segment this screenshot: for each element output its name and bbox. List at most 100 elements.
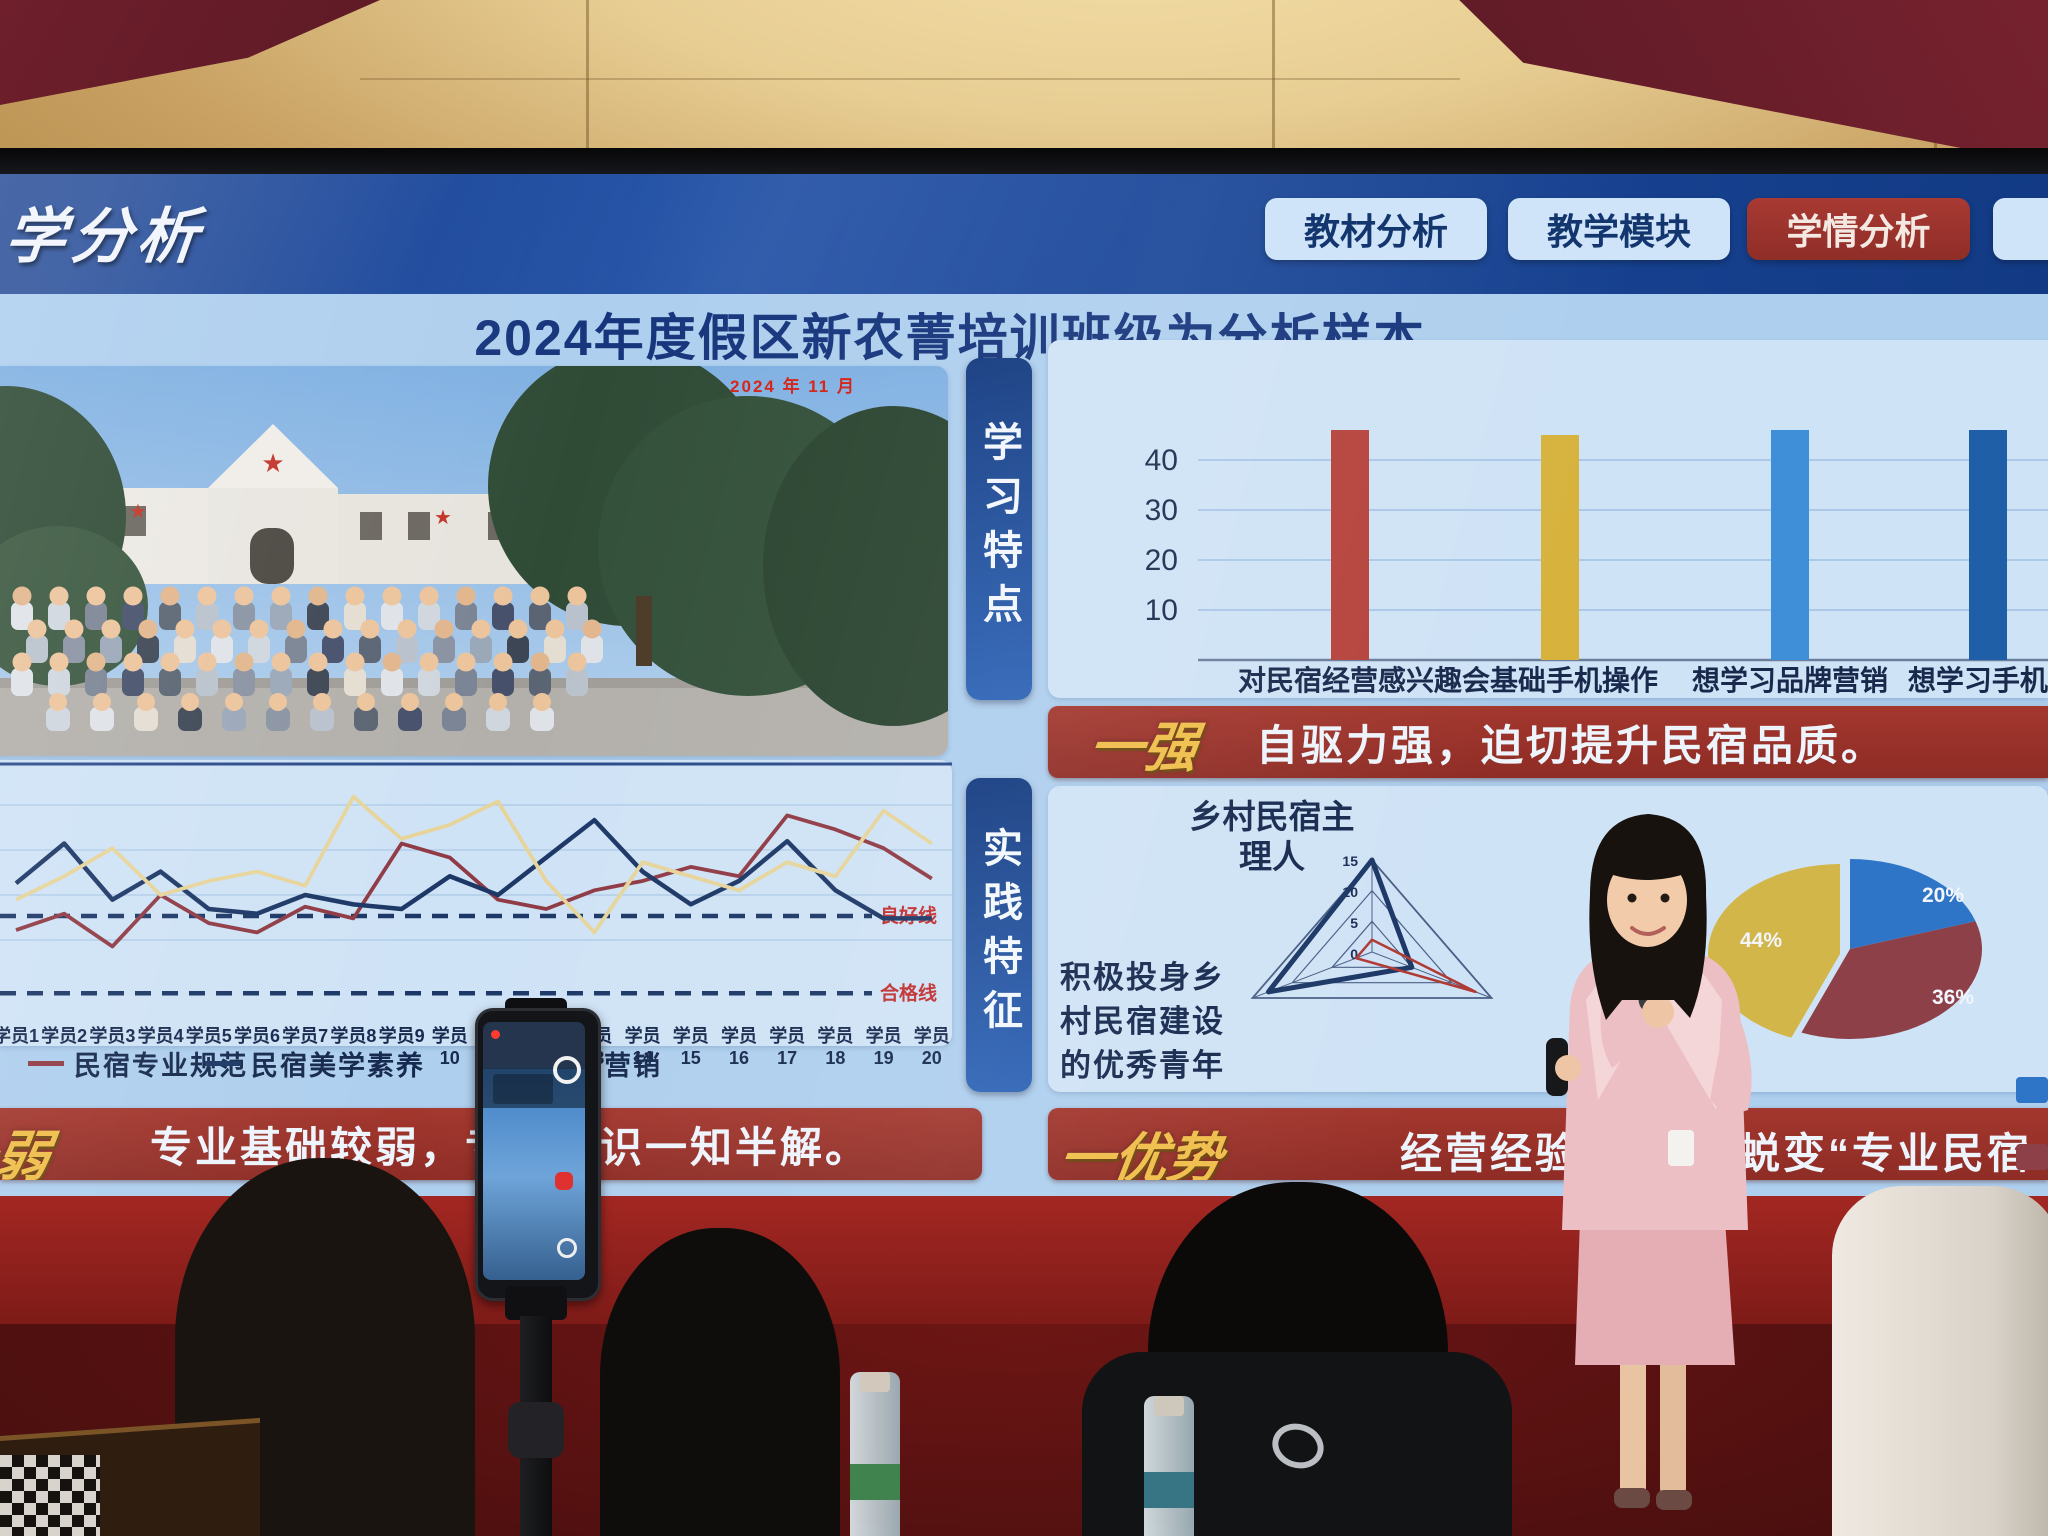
pie-legend-swatch — [2016, 1144, 2048, 1170]
x-label: 学员19 — [865, 1026, 902, 1068]
x-label: 学员9 — [378, 1026, 425, 1046]
presenter-leg — [1620, 1345, 1646, 1500]
phone-clamp-lower — [505, 1286, 567, 1320]
wall-seam — [1272, 0, 1275, 152]
svg-text:20: 20 — [1145, 544, 1178, 577]
x-label: 学员20 — [913, 1026, 950, 1068]
section-tab-learning: 学习特点 — [966, 358, 1032, 700]
section-tab-practice: 实践特征 — [966, 778, 1032, 1092]
practice-side-text-3: 的优秀青年 — [1060, 1048, 1225, 1083]
group-photo: ★ ★ ★ 2024 年 11 月 — [0, 366, 948, 756]
record-button — [555, 1172, 573, 1190]
svg-text:想学习品牌营销: 想学习品牌营销 — [1692, 664, 1888, 696]
tripod-joint — [508, 1402, 564, 1458]
svg-text:40: 40 — [1145, 444, 1178, 477]
svg-text:5: 5 — [1350, 915, 1358, 931]
svg-text:会基础手机操作: 会基础手机操作 — [1462, 665, 1658, 696]
presenter — [1546, 814, 1752, 1510]
header-tab-3: 学情分析 — [1747, 198, 1970, 260]
x-label: 学员15 — [672, 1026, 709, 1068]
weak-banner-tag: 一弱 — [0, 1127, 54, 1180]
presenter-skirt — [1575, 1220, 1735, 1365]
svg-text:30: 30 — [1145, 494, 1178, 527]
legend-label: 民宿专业规范 — [74, 1050, 248, 1081]
water-bottle — [850, 1372, 900, 1536]
strong-banner-tag: 一强 — [1085, 717, 1202, 778]
x-label: 学员7 — [282, 1026, 329, 1046]
line-chart-legend: 民宿专业规范 民宿美学素养 营销 — [0, 1046, 952, 1082]
strong-banner-text: 自驱力强，迫切提升民宿品质。 — [1256, 721, 1887, 769]
x-label: 学员18 — [817, 1026, 854, 1068]
legend-swatch — [28, 1060, 64, 1066]
audience-head — [600, 1228, 840, 1536]
record-indicator-icon — [491, 1030, 500, 1039]
slide-nav-tabs: 教材分析 教学模块 学情分析 — [0, 198, 2048, 262]
presenter-badge — [1668, 1130, 1694, 1166]
x-label: 学员3 — [89, 1026, 136, 1046]
red-star-icon: ★ — [434, 507, 452, 529]
advantage-banner: 一优势 经营经验 蜕变“专业民宿 — [1048, 1108, 2048, 1180]
group-photo-illustration: ★ ★ ★ — [0, 366, 948, 756]
x-label: 学员16 — [721, 1026, 757, 1068]
houndstooth-garment — [0, 1455, 100, 1536]
svg-text:15: 15 — [1342, 853, 1358, 869]
red-star-icon: ★ — [129, 501, 147, 523]
practice-side-text-2: 村民宿建设 — [1060, 1004, 1225, 1039]
svg-text:良好线: 良好线 — [880, 904, 937, 927]
photo-people — [11, 586, 603, 731]
wall-seam-horizontal — [360, 78, 1460, 80]
water-bottle — [1144, 1396, 1194, 1536]
phone-preview-shape — [493, 1074, 553, 1104]
advantage-banner-text-mid: 经营经验 — [1400, 1130, 1581, 1177]
header-tab-4 — [1993, 198, 2048, 260]
radar-title-line1: 乡村民宿主 — [1189, 798, 1355, 835]
svg-text:对民宿经营感兴趣: 对民宿经营感兴趣 — [1238, 664, 1462, 696]
presenter-leg — [1660, 1345, 1686, 1500]
shutter-icon — [557, 1238, 577, 1258]
header-tab-1: 教材分析 — [1265, 198, 1487, 260]
x-label: 学员14 — [624, 1026, 661, 1068]
svg-text:0: 0 — [1350, 946, 1358, 962]
camera-flip-icon — [553, 1056, 581, 1084]
x-label: 学员17 — [769, 1026, 806, 1068]
photo-trees — [0, 366, 948, 726]
x-label: 学员10 — [431, 1026, 468, 1068]
presenter-hand — [1642, 996, 1674, 1028]
svg-text:想学习手机A: 想学习手机A — [1908, 664, 2048, 696]
legend-label: 营销 — [604, 1050, 662, 1081]
header-tab-2: 教学模块 — [1508, 198, 1730, 260]
radar-title-line2: 理人 — [1239, 838, 1305, 875]
legend-item: 民宿美学素养 — [205, 1046, 425, 1081]
advantage-banner-tag: 一优势 — [1055, 1129, 1226, 1180]
screen-bezel — [0, 148, 2048, 174]
x-label: 学员8 — [330, 1026, 377, 1046]
svg-text:10: 10 — [1145, 594, 1178, 627]
white-pillar — [1832, 1186, 2048, 1536]
wall-seam — [586, 0, 589, 152]
legend-swatch — [205, 1060, 241, 1066]
x-label: 学员1 — [0, 1026, 39, 1046]
advantage-banner-text-right: 蜕变“专业民宿 — [1738, 1130, 2033, 1177]
x-label: 学员6 — [233, 1026, 280, 1046]
photo-caption: 2024 年 11 月 — [730, 377, 856, 396]
x-label: 学员2 — [41, 1026, 88, 1046]
strong-banner: 一强 自驱力强，迫切提升民宿品质。 — [1048, 706, 2048, 778]
legend-item: 民宿专业规范 — [28, 1046, 248, 1081]
pie-legend-swatch — [2016, 1077, 2048, 1103]
red-star-icon: ★ — [261, 448, 284, 478]
svg-text:36%: 36% — [1932, 986, 1974, 1009]
phone-screen — [483, 1022, 585, 1280]
svg-text:合格线: 合格线 — [880, 981, 937, 1004]
x-label: 学员4 — [137, 1026, 184, 1046]
pie-chart: 20% 36% 44% — [1708, 859, 1982, 1039]
legend-label: 民宿美学素养 — [251, 1050, 425, 1081]
x-label: 学员5 — [185, 1026, 232, 1046]
line-chart-panel: 良好线 合格线 — [0, 760, 952, 1046]
svg-text:20%: 20% — [1922, 884, 1964, 907]
practice-side-text-1: 积极投身乡 — [1060, 960, 1225, 995]
